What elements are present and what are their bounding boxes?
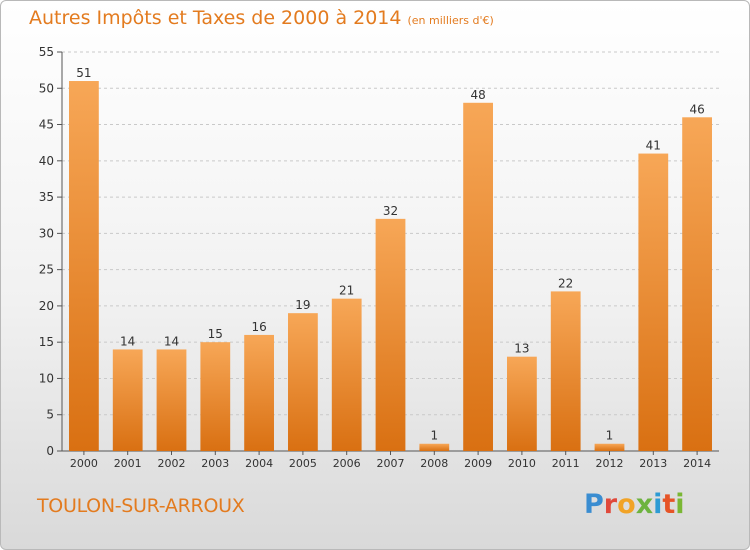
chart-title: Autres Impôts et Taxes de 2000 à 2014 (en… xyxy=(29,7,494,29)
data-label: 22 xyxy=(558,276,573,290)
bar-2009 xyxy=(463,102,493,452)
bar-2013 xyxy=(638,153,669,451)
data-label: 15 xyxy=(208,327,223,341)
y-tick-label: 45 xyxy=(39,118,54,132)
x-tick-label: 2006 xyxy=(333,457,361,470)
bar-2002 xyxy=(156,349,187,451)
bar-2011 xyxy=(550,291,581,451)
x-tick-label: 2008 xyxy=(420,457,448,470)
x-tick-label: 2011 xyxy=(552,457,580,470)
data-label: 1 xyxy=(430,429,438,443)
bar-2006 xyxy=(331,298,362,451)
bar-2014 xyxy=(682,117,712,452)
data-label: 14 xyxy=(120,334,135,348)
data-labels: 51 14 14 15 16 19 21 32 1 48 13 22 1 41 46 xyxy=(76,66,704,443)
data-label: 46 xyxy=(689,102,704,116)
data-label: 32 xyxy=(383,204,398,218)
bar-2008 xyxy=(419,443,450,451)
data-label: 21 xyxy=(339,284,354,298)
data-label: 13 xyxy=(514,342,529,356)
bar-2004 xyxy=(244,334,274,451)
x-tick-label: 2003 xyxy=(201,457,229,470)
data-label: 1 xyxy=(606,429,614,443)
x-tick-label: 2007 xyxy=(377,457,405,470)
x-tick-label: 2005 xyxy=(289,457,317,470)
data-label: 19 xyxy=(295,298,310,312)
bar-2005 xyxy=(288,313,318,451)
x-tick-label: 2010 xyxy=(508,457,536,470)
x-tick-label: 2012 xyxy=(596,457,624,470)
x-tick-label: 2000 xyxy=(70,457,98,470)
bars xyxy=(69,81,712,452)
data-label: 41 xyxy=(646,139,661,153)
data-label: 48 xyxy=(470,88,485,102)
bar-2007 xyxy=(375,218,406,451)
x-tick-label: 2013 xyxy=(639,457,667,470)
x-tick-label: 2002 xyxy=(158,457,186,470)
location-name: TOULON-SUR-ARROUX xyxy=(37,495,245,517)
chart-subtitle: (en milliers d'€) xyxy=(407,14,494,27)
y-tick-label: 5 xyxy=(46,408,54,422)
proxiti-logo: Proxiti xyxy=(584,489,685,520)
x-tick-label: 2009 xyxy=(464,457,492,470)
x-tick-label: 2004 xyxy=(245,457,273,470)
y-tick-label: 15 xyxy=(39,335,54,349)
y-tick-label: 30 xyxy=(39,226,54,240)
y-tick-label: 10 xyxy=(39,371,54,385)
y-tick-label: 0 xyxy=(46,444,54,458)
y-tick-label: 35 xyxy=(39,190,54,204)
data-label: 16 xyxy=(251,320,266,334)
y-tick-label: 25 xyxy=(39,263,54,277)
bar-2010 xyxy=(507,356,537,451)
x-tick-label: 2014 xyxy=(683,457,711,470)
y-tick-label: 50 xyxy=(39,81,54,95)
y-tick-label: 55 xyxy=(39,45,54,59)
x-tick-label: 2001 xyxy=(114,457,142,470)
chart-title-text: Autres Impôts et Taxes de 2000 à 2014 xyxy=(29,7,402,29)
bar-2012 xyxy=(594,443,625,451)
data-label: 14 xyxy=(164,334,179,348)
y-tick-label: 40 xyxy=(39,154,54,168)
bar-2003 xyxy=(200,342,231,451)
y-tick-label: 20 xyxy=(39,299,54,313)
bar-2000 xyxy=(69,81,99,451)
bar-2001 xyxy=(112,349,143,451)
data-label: 51 xyxy=(76,66,91,80)
